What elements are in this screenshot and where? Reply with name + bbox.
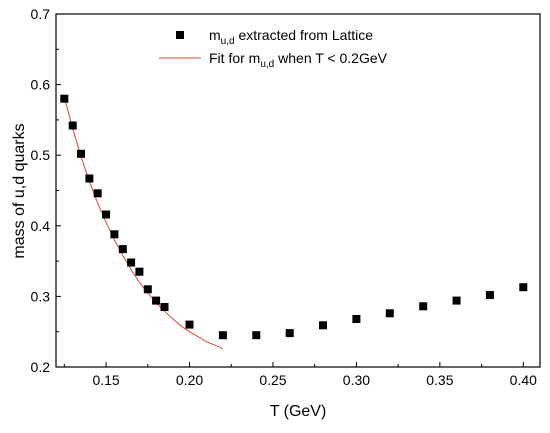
data-point xyxy=(110,230,119,239)
data-point xyxy=(60,94,69,103)
data-point xyxy=(185,320,194,329)
data-point xyxy=(452,296,461,305)
fit-line xyxy=(63,97,224,350)
x-tick-label: 0.30 xyxy=(343,372,370,388)
y-tick-label: 0.7 xyxy=(31,6,51,22)
data-point xyxy=(135,267,144,276)
x-tick-label: 0.25 xyxy=(259,372,286,388)
data-point xyxy=(160,303,169,311)
legend-label-sub: u,d xyxy=(221,36,235,47)
y-tick-label: 0.5 xyxy=(31,147,51,163)
data-point xyxy=(218,331,227,340)
x-tick-label: 0.15 xyxy=(92,372,119,388)
legend-label-main: Fit for m xyxy=(209,50,260,66)
x-axis-title: T (GeV) xyxy=(270,403,327,420)
data-point xyxy=(93,189,102,198)
legend-label-sub: u,d xyxy=(260,59,274,70)
y-tick-label: 0.6 xyxy=(31,77,51,93)
data-point xyxy=(319,321,327,330)
data-point xyxy=(152,296,161,305)
ticks-layer: 0.15 0.20 0.25 0.30 0.35 0.40 0.2 0.3 0.4 0.5 0.6 0… xyxy=(31,6,538,388)
data-point xyxy=(285,329,294,338)
data-point xyxy=(127,258,136,267)
fit-layer xyxy=(63,97,224,350)
points-layer xyxy=(60,94,528,340)
data-point xyxy=(385,309,394,318)
x-tick-label: 0.35 xyxy=(426,372,453,388)
data-point xyxy=(77,149,85,158)
y-axis-title: mass of u,d quarks xyxy=(11,123,28,258)
data-point xyxy=(102,210,111,219)
data-point xyxy=(68,121,77,130)
data-point xyxy=(519,283,528,292)
legend-label-main: m xyxy=(209,27,221,43)
data-point xyxy=(143,285,152,294)
x-tick-label: 0.40 xyxy=(510,372,537,388)
legend-label-rest: extracted from Lattice xyxy=(235,27,374,43)
y-tick-label: 0.4 xyxy=(31,218,51,234)
data-point xyxy=(419,302,428,311)
data-point xyxy=(485,291,494,299)
legend-label: mu,d extracted from Lattice xyxy=(209,27,373,47)
data-point xyxy=(252,331,261,340)
legend-label: Fit for mu,d when T < 0.2GeV xyxy=(209,50,388,70)
x-tick-label: 0.20 xyxy=(176,372,203,388)
data-point xyxy=(352,315,361,323)
y-tick-label: 0.3 xyxy=(31,288,51,304)
legend-label-rest: when T < 0.2GeV xyxy=(274,50,387,66)
data-point xyxy=(85,174,94,183)
legend-marker-square xyxy=(176,31,184,39)
y-tick-label: 0.2 xyxy=(31,359,51,375)
data-point xyxy=(118,245,127,254)
plot-frame xyxy=(55,13,541,368)
